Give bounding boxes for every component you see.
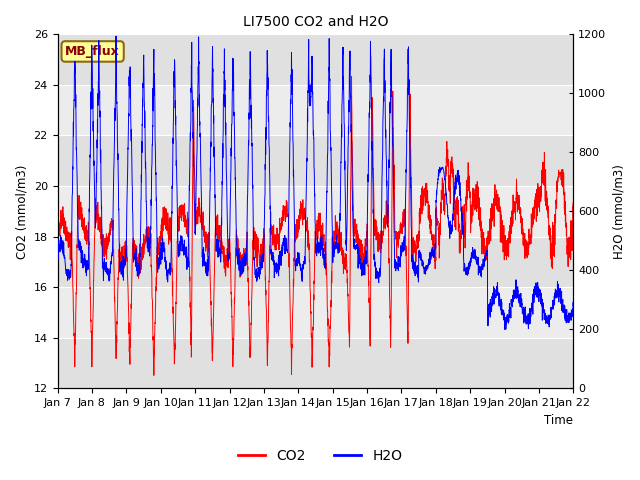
Bar xyxy=(58,237,573,287)
Bar xyxy=(58,135,573,186)
Bar xyxy=(58,338,573,388)
Bar xyxy=(58,287,573,338)
Legend: CO2, H2O: CO2, H2O xyxy=(232,443,408,468)
Bar xyxy=(58,186,573,237)
Bar xyxy=(58,85,573,135)
Y-axis label: CO2 (mmol/m3): CO2 (mmol/m3) xyxy=(15,164,28,259)
X-axis label: Time: Time xyxy=(545,414,573,427)
Title: LI7500 CO2 and H2O: LI7500 CO2 and H2O xyxy=(243,15,388,29)
Bar xyxy=(58,35,573,85)
Y-axis label: H2O (mmol/m3): H2O (mmol/m3) xyxy=(612,164,625,259)
Text: MB_flux: MB_flux xyxy=(65,45,120,58)
